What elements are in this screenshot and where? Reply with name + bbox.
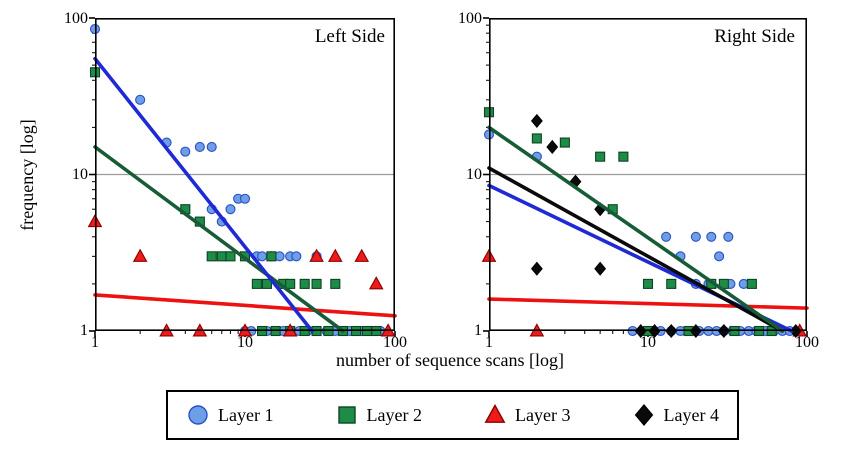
- axis-tick-label: 100: [458, 10, 482, 27]
- layer-4-diamond-icon: [634, 403, 653, 427]
- axis-tick-label: 1: [80, 322, 88, 339]
- axis-tick-label: 100: [383, 334, 407, 351]
- axis-tick-label: 1: [91, 334, 99, 351]
- legend-item-layer-1: Layer 1: [186, 403, 273, 427]
- right-plot-title: Right Side: [714, 26, 795, 47]
- y-axis-label: frequency [log]: [17, 119, 37, 231]
- legend-label: Layer 1: [218, 404, 274, 425]
- left-plot: [87, 17, 397, 337]
- legend-item-layer-2: Layer 2: [335, 403, 422, 427]
- legend-label: Layer 4: [663, 404, 719, 425]
- axis-tick-label: 10: [466, 166, 482, 183]
- layer-1-circle-icon: [188, 405, 208, 425]
- right-plot: [481, 17, 809, 339]
- axis-tick-label: 1: [485, 334, 493, 351]
- axis-tick-label: 10: [72, 166, 88, 183]
- legend-item-layer-3: Layer 3: [483, 403, 570, 427]
- axis-tick-label: 10: [237, 334, 253, 351]
- axis-tick-label: 100: [795, 334, 819, 351]
- x-axis-label: number of sequence scans [log]: [336, 350, 564, 370]
- axis-tick-label: 1: [474, 322, 482, 339]
- legend-label: Layer 2: [366, 404, 422, 425]
- axis-tick-label: 10: [640, 334, 656, 351]
- layer-2-square-icon: [337, 406, 356, 424]
- layer-3-triangle-icon: [484, 403, 506, 423]
- axis-tick-label: 100: [64, 10, 88, 27]
- legend-item-layer-4: Layer 4: [632, 403, 719, 427]
- legend-label: Layer 3: [515, 404, 571, 425]
- left-plot-title: Left Side: [314, 26, 385, 47]
- legend: Layer 1 Layer 2 Layer 3 Layer 4: [166, 390, 739, 440]
